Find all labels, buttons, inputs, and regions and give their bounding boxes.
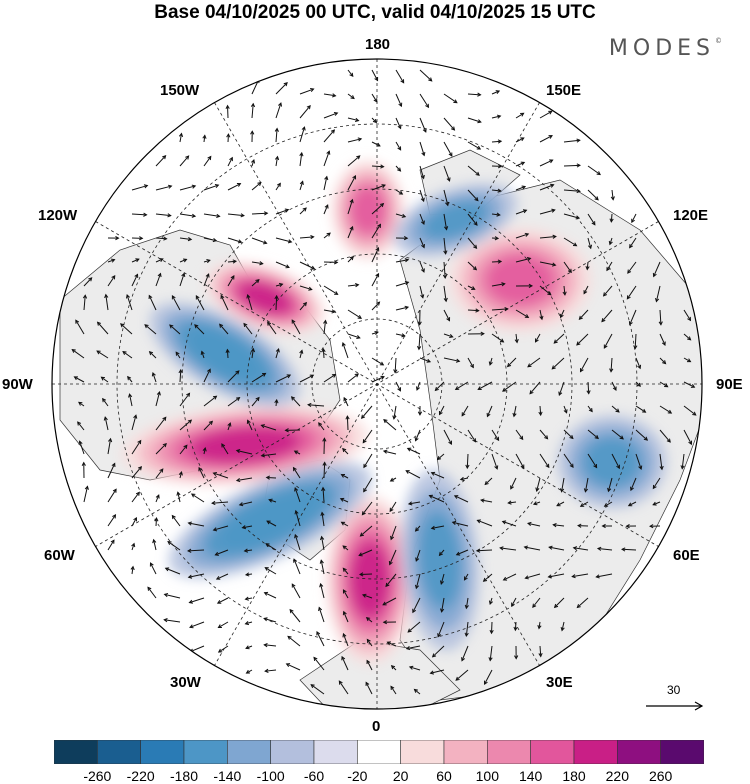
lon-label-60w: 60W xyxy=(44,547,75,564)
colorbar-label: 220 xyxy=(606,768,629,784)
lon-label-120w: 120W xyxy=(38,207,77,224)
wind-vector xyxy=(347,416,348,430)
colorbar-label: 140 xyxy=(519,768,542,784)
colorbar-swatch xyxy=(271,740,314,764)
colorbar-label: 180 xyxy=(562,768,585,784)
colorbar-swatch xyxy=(97,740,140,764)
colorbar-label: 60 xyxy=(436,768,452,784)
wind-vector xyxy=(622,549,636,550)
colorbar-swatch xyxy=(401,740,444,764)
colorbar-label: -140 xyxy=(213,768,241,784)
colorbar-swatch xyxy=(661,740,704,764)
lon-label-90e: 90E xyxy=(716,376,743,393)
positive-anomaly-north-atlantic xyxy=(350,542,389,617)
colorbar-label: 100 xyxy=(476,768,499,784)
colorbar-label: -60 xyxy=(304,768,324,784)
colorbar-label: 20 xyxy=(393,768,409,784)
lon-label-120e: 120E xyxy=(673,207,708,224)
wind-vector xyxy=(324,462,325,478)
colorbar-label: -180 xyxy=(170,768,198,784)
colorbar-swatch xyxy=(574,740,617,764)
lon-label-0: 0 xyxy=(372,718,380,735)
colorbar-swatch xyxy=(357,740,400,764)
colorbar-label: -20 xyxy=(347,768,367,784)
colorbar-swatch xyxy=(184,740,227,764)
colorbar-label: 260 xyxy=(649,768,672,784)
colorbar-label: -260 xyxy=(83,768,111,784)
colorbar-swatch xyxy=(141,740,184,764)
reference-vector-arrow xyxy=(640,682,710,712)
colorbar-label: -100 xyxy=(257,768,285,784)
lon-label-30e: 30E xyxy=(546,674,573,691)
colorbar-swatch xyxy=(444,740,487,764)
wind-vector xyxy=(467,454,468,468)
colorbar-swatch xyxy=(54,740,97,764)
lon-label-180: 180 xyxy=(365,36,390,53)
wind-vector xyxy=(564,165,580,166)
lon-label-60e: 60E xyxy=(673,547,700,564)
lon-label-150w: 150W xyxy=(160,82,199,99)
colorbar-label: -220 xyxy=(127,768,155,784)
lon-label-30w: 30W xyxy=(170,674,201,691)
colorbar-swatch xyxy=(531,740,574,764)
lon-label-90w: 90W xyxy=(2,376,33,393)
colorbar xyxy=(54,740,704,764)
lon-label-150e: 150E xyxy=(546,82,581,99)
colorbar-swatch xyxy=(617,740,660,764)
colorbar-swatch xyxy=(227,740,270,764)
colorbar-swatch xyxy=(487,740,530,764)
wind-vector xyxy=(276,296,277,310)
colorbar-swatch xyxy=(314,740,357,764)
